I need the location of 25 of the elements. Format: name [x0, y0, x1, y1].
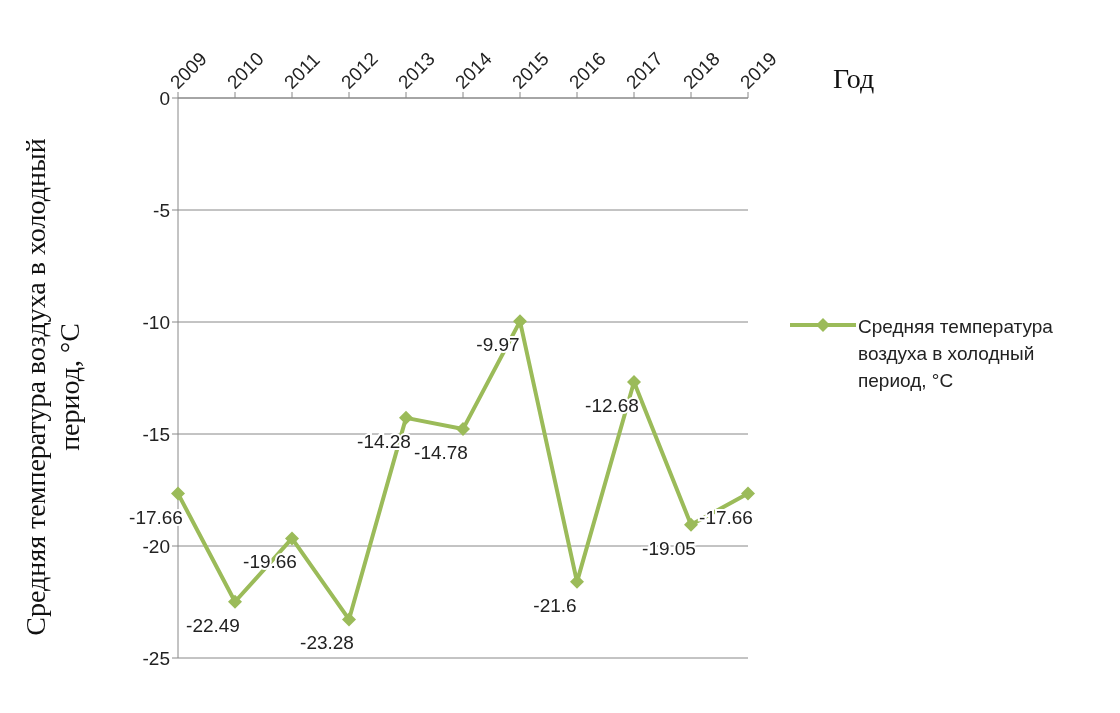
point [342, 612, 356, 627]
point [456, 422, 470, 437]
y-tick-label: -15 [142, 423, 170, 445]
point [741, 486, 755, 501]
point [513, 314, 527, 329]
point [228, 594, 242, 609]
data-label: -14.78 [414, 442, 468, 464]
point [627, 375, 641, 390]
y-tick-label: -5 [153, 199, 170, 221]
data-label: -19.05 [642, 537, 696, 559]
y-tick-label: -10 [142, 311, 170, 333]
point [171, 486, 185, 501]
point [285, 531, 299, 546]
x-axis-title: Год [833, 63, 875, 95]
data-label: -21.6 [533, 594, 577, 616]
legend-label: Средняя температура воздуха в холодный период, °С [858, 314, 1054, 393]
y-tick-label: 0 [159, 87, 170, 109]
data-label: -23.28 [300, 632, 354, 654]
data-label: -22.49 [186, 614, 240, 636]
data-label: -17.66 [129, 506, 183, 528]
y-tick-label: -20 [142, 535, 170, 557]
point [684, 517, 698, 532]
y-tick-label: -25 [142, 647, 170, 669]
y-axis-title: Средняя температура воздуха в холодный период, °С [19, 137, 86, 638]
point [399, 410, 413, 425]
